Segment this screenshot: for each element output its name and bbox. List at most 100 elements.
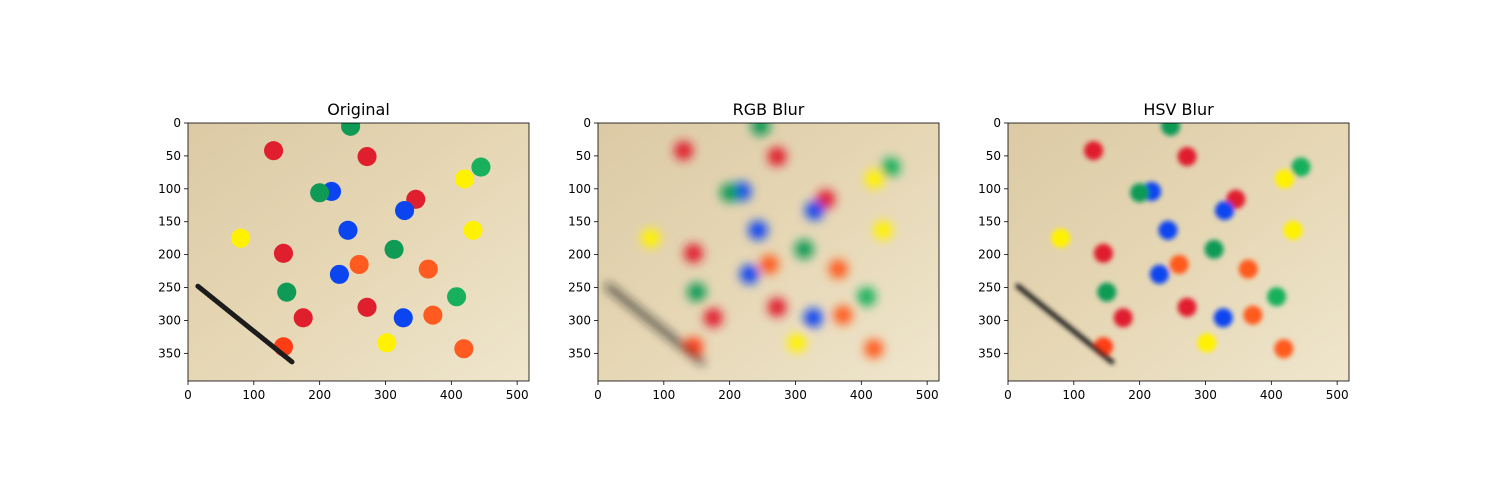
color-disc: [805, 200, 825, 221]
y-tick-label: 200: [978, 248, 1001, 262]
y-tick-label: 250: [568, 281, 591, 295]
panel-title: HSV Blur: [1143, 100, 1214, 119]
image-area: [1008, 123, 1349, 381]
x-tick-label: 0: [184, 388, 192, 402]
color-disc: [1113, 308, 1133, 328]
y-tick-label: 0: [993, 116, 1001, 130]
color-disc: [794, 239, 814, 259]
color-disc: [1161, 123, 1181, 136]
color-disc: [674, 141, 694, 161]
color-disc: [395, 200, 415, 221]
y-tick-label: 100: [158, 182, 181, 196]
color-disc: [329, 264, 349, 284]
color-disc: [1093, 243, 1113, 263]
color-disc: [759, 254, 779, 275]
y-tick-label: 100: [568, 182, 591, 196]
y-tick-label: 250: [158, 281, 181, 295]
color-disc: [1051, 228, 1071, 248]
color-disc: [277, 282, 297, 302]
y-tick-label: 350: [158, 346, 181, 360]
color-disc: [1169, 254, 1189, 275]
y-tick-label: 100: [978, 182, 1001, 196]
x-tick-label: 100: [652, 388, 675, 402]
y-tick-label: 50: [986, 149, 1001, 163]
image-area: [188, 123, 529, 381]
x-tick-label: 400: [850, 388, 873, 402]
y-tick-label: 200: [568, 248, 591, 262]
color-disc: [881, 157, 901, 177]
color-disc: [751, 123, 771, 136]
color-disc: [293, 308, 313, 328]
color-disc: [1213, 308, 1233, 328]
color-disc: [767, 297, 787, 317]
color-disc: [1158, 220, 1178, 240]
pen: [1015, 283, 1115, 365]
color-disc: [739, 264, 759, 284]
color-disc: [273, 243, 293, 263]
y-tick-label: 0: [173, 116, 181, 130]
color-disc: [310, 183, 330, 203]
y-tick-label: 150: [568, 215, 591, 229]
y-tick-label: 50: [166, 149, 181, 163]
pen: [605, 283, 705, 365]
y-tick-label: 350: [568, 346, 591, 360]
x-tick-label: 300: [1194, 388, 1217, 402]
image-area: [598, 123, 939, 381]
color-disc: [641, 228, 661, 248]
color-disc: [1274, 169, 1295, 189]
panel-title: Original: [327, 100, 390, 119]
color-disc: [720, 183, 740, 203]
color-disc: [454, 339, 474, 359]
color-disc: [803, 308, 823, 328]
color-disc: [1215, 200, 1235, 221]
axes-frame: [597, 122, 940, 382]
color-disc: [1283, 220, 1303, 240]
y-tick-label: 300: [158, 313, 181, 327]
color-disc: [1291, 157, 1311, 177]
x-tick-label: 100: [242, 388, 265, 402]
panel-1: Original 0 100 200 300 400 500 0 50 100 150 200 250 3…: [158, 100, 530, 402]
y-tick-label: 50: [576, 149, 591, 163]
color-disc: [703, 308, 723, 328]
color-disc: [454, 169, 475, 189]
x-tick-label: 0: [1004, 388, 1012, 402]
color-disc: [418, 259, 438, 279]
y-tick-label: 300: [568, 313, 591, 327]
color-disc: [833, 305, 853, 325]
color-disc: [1084, 141, 1104, 161]
color-disc: [341, 123, 361, 136]
y-tick-label: 0: [583, 116, 591, 130]
color-disc: [1197, 333, 1217, 353]
color-disc: [357, 147, 377, 167]
color-disc: [1274, 339, 1294, 359]
x-tick-label: 500: [506, 388, 529, 402]
y-tick-label: 200: [158, 248, 181, 262]
color-disc: [384, 239, 404, 259]
y-tick-label: 150: [158, 215, 181, 229]
x-tick-label: 300: [784, 388, 807, 402]
color-disc: [1243, 305, 1263, 325]
color-disc: [471, 157, 491, 177]
axes-frame: [1007, 122, 1350, 382]
y-tick-label: 300: [978, 313, 1001, 327]
x-tick-label: 400: [1260, 388, 1283, 402]
color-disc: [1097, 282, 1117, 302]
color-disc: [1130, 183, 1150, 203]
color-disc: [1204, 239, 1224, 259]
x-tick-label: 100: [1062, 388, 1085, 402]
y-tick-label: 150: [978, 215, 1001, 229]
color-disc: [857, 287, 877, 307]
color-disc: [377, 333, 397, 353]
color-disc: [687, 282, 707, 302]
color-disc: [1149, 264, 1169, 284]
color-disc: [349, 254, 369, 275]
panel-3: HSV Blur 0 100 200 300 400 500 0 50 100 150 200 250 3…: [978, 100, 1350, 402]
x-tick-label: 200: [718, 388, 741, 402]
x-tick-label: 0: [594, 388, 602, 402]
color-disc: [393, 308, 413, 328]
color-disc: [873, 220, 893, 240]
x-tick-label: 200: [308, 388, 331, 402]
panel-2: RGB Blur 0 100 200 300 400 500 0 50 100 150 200 250 3…: [568, 100, 940, 402]
